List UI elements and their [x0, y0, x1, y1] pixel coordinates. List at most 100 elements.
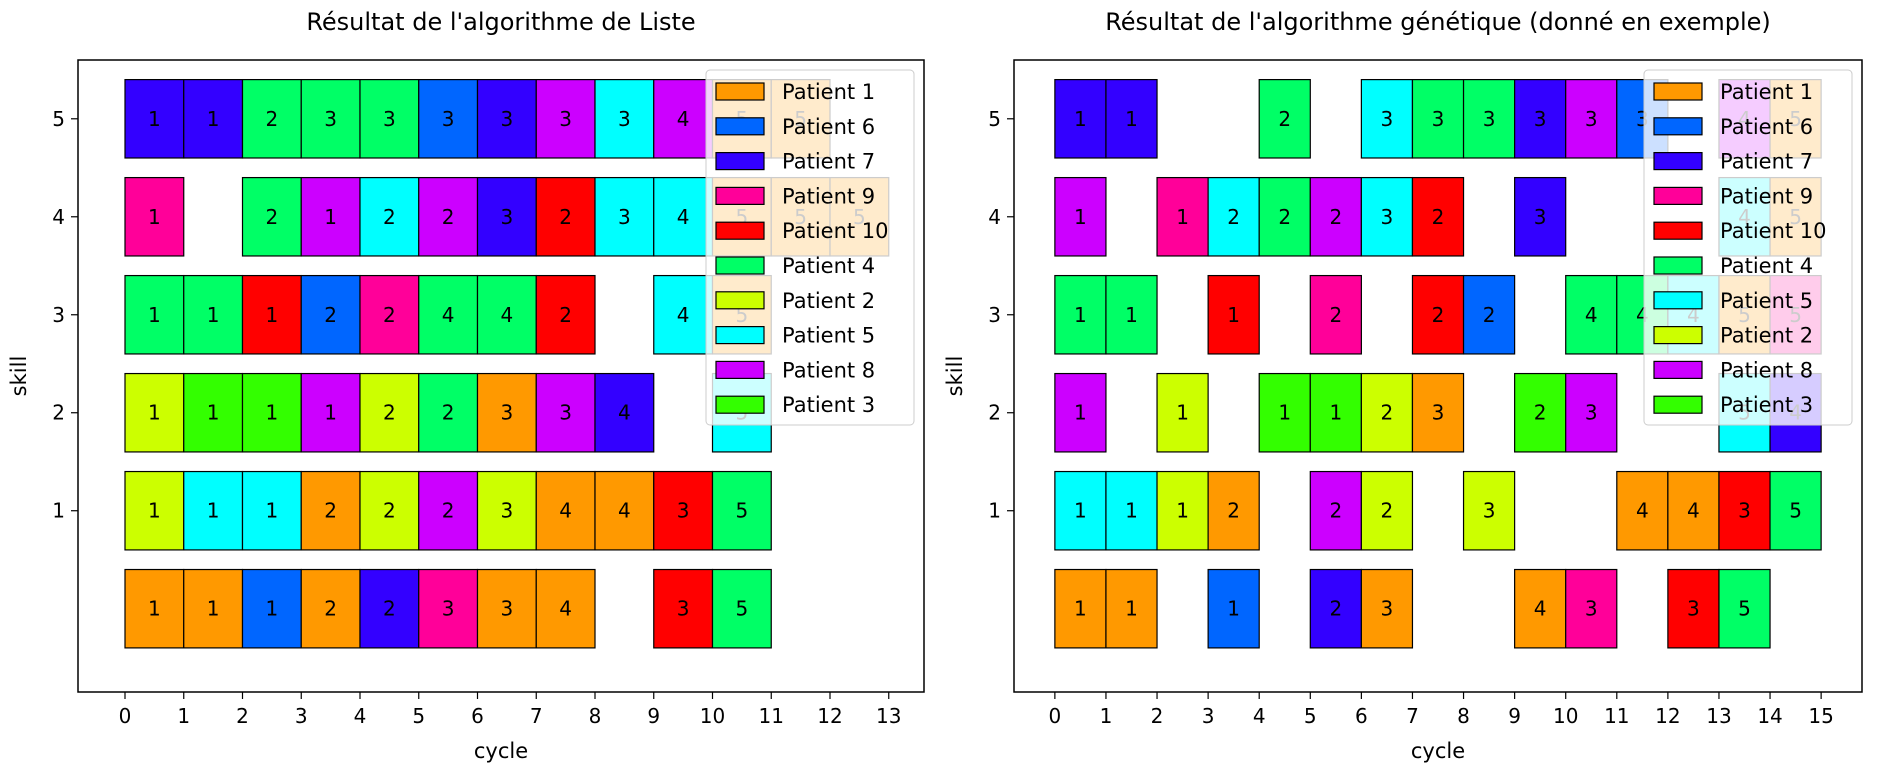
task-cell-label: 3 — [559, 107, 572, 131]
task-cell — [183, 274, 244, 355]
task-cell — [241, 176, 302, 257]
x-tick-label: 8 — [1457, 704, 1470, 728]
task-cell-label: 2 — [1534, 401, 1547, 425]
task-cell-label: 2 — [1432, 303, 1445, 327]
task-cell — [1411, 78, 1465, 159]
task-cell-label: 1 — [1074, 303, 1087, 327]
task-cell — [418, 568, 479, 649]
legend-swatch — [715, 395, 765, 414]
task-cell — [1207, 568, 1260, 649]
task-cell-label: 1 — [207, 597, 220, 621]
legend: Patient 1 Patient 6 Patient 7 Patient 9 Pati… — [1643, 69, 1853, 426]
task-cell-label: 1 — [324, 401, 337, 425]
task-cell — [1769, 470, 1822, 551]
x-tick-label: 4 — [354, 704, 367, 728]
task-cell-label: 3 — [1432, 401, 1445, 425]
task-cell-label: 3 — [559, 401, 572, 425]
task-cell-label: 3 — [1534, 107, 1547, 131]
task-cell — [124, 78, 185, 159]
legend-swatch — [1653, 117, 1703, 136]
task-cell-label: 2 — [442, 499, 455, 523]
task-cell-label: 3 — [501, 597, 514, 621]
task-cell-label: 3 — [618, 107, 631, 131]
x-tick-label: 13 — [876, 704, 901, 728]
task-cell-label: 2 — [559, 303, 572, 327]
task-cell — [1156, 372, 1209, 453]
task-cell-label: 1 — [148, 303, 161, 327]
x-tick-label: 10 — [700, 704, 725, 728]
y-tick-label: 1 — [988, 499, 1001, 523]
x-axis: 0 1 2 3 4 5 6 7 8 9 10 11 12 13 14 15 — [1049, 692, 1834, 728]
task-cell — [1514, 78, 1567, 159]
task-cell — [1258, 176, 1311, 257]
y-tick-label: 4 — [988, 205, 1001, 229]
task-cell — [183, 568, 244, 649]
task-cell-label: 2 — [383, 499, 396, 523]
task-cell — [1462, 470, 1516, 551]
task-cell-label: 4 — [618, 499, 631, 523]
x-tick-label: 11 — [1604, 704, 1629, 728]
task-cell — [1565, 568, 1618, 649]
task-cell — [1309, 372, 1362, 453]
task-cell — [1156, 470, 1209, 551]
task-cell — [359, 274, 420, 355]
x-tick-label: 3 — [1202, 704, 1215, 728]
legend-swatch — [1653, 152, 1703, 171]
task-cell — [1514, 372, 1567, 453]
task-cell — [476, 176, 537, 257]
task-cell — [300, 274, 361, 355]
task-cell-label: 3 — [383, 107, 396, 131]
y-axis: 1 2 3 4 5 — [52, 107, 78, 523]
chart-2: Résultat de l'algorithme génétique (donn… — [943, 8, 1863, 763]
task-cell — [1514, 176, 1567, 257]
task-cell — [124, 274, 185, 355]
task-cell-label: 3 — [1483, 107, 1496, 131]
task-cell-label: 3 — [442, 107, 455, 131]
task-cell — [1411, 372, 1465, 453]
legend-swatch — [1653, 221, 1703, 240]
y-axis-label: skill — [943, 356, 967, 397]
task-cell — [711, 470, 772, 551]
task-cell — [124, 470, 185, 551]
x-axis-label: cycle — [1411, 739, 1465, 763]
legend-label: Patient 2 — [1720, 324, 1813, 348]
legend-swatch — [1653, 256, 1703, 275]
task-cell-label: 1 — [1125, 597, 1138, 621]
x-tick-label: 7 — [1406, 704, 1419, 728]
legend-label: Patient 6 — [1720, 115, 1813, 139]
x-tick-label: 6 — [471, 704, 484, 728]
x-tick-label: 0 — [119, 704, 132, 728]
task-cell — [1156, 176, 1209, 257]
task-cell — [359, 568, 420, 649]
x-tick-label: 12 — [817, 704, 842, 728]
x-tick-label: 5 — [1304, 704, 1317, 728]
task-cell-label: 3 — [677, 499, 690, 523]
task-cell — [1360, 78, 1414, 159]
task-cell-label: 4 — [618, 401, 631, 425]
task-cell-label: 3 — [1585, 107, 1598, 131]
task-cell-label: 1 — [1074, 107, 1087, 131]
task-cell — [476, 372, 537, 453]
task-cell-label: 1 — [1125, 107, 1138, 131]
task-cell-label: 1 — [1074, 401, 1087, 425]
task-cell-label: 3 — [501, 401, 514, 425]
task-cell — [1258, 372, 1311, 453]
legend-swatch — [1653, 291, 1703, 310]
task-cell-label: 1 — [148, 205, 161, 229]
task-cell-label: 3 — [324, 107, 337, 131]
task-cell-label: 1 — [148, 401, 161, 425]
task-cell-label: 1 — [1176, 499, 1189, 523]
task-cell-label: 2 — [1483, 303, 1496, 327]
y-axis-label: skill — [7, 356, 31, 397]
x-tick-label: 5 — [412, 704, 425, 728]
legend-label: Patient 5 — [782, 324, 875, 348]
task-cell — [535, 372, 596, 453]
task-cell — [1054, 568, 1107, 649]
legend-swatch — [715, 117, 765, 136]
legend-swatch — [1653, 326, 1703, 345]
x-tick-label: 0 — [1049, 704, 1062, 728]
task-cell — [653, 568, 714, 649]
task-cell-label: 1 — [207, 401, 220, 425]
x-tick-label: 7 — [530, 704, 543, 728]
